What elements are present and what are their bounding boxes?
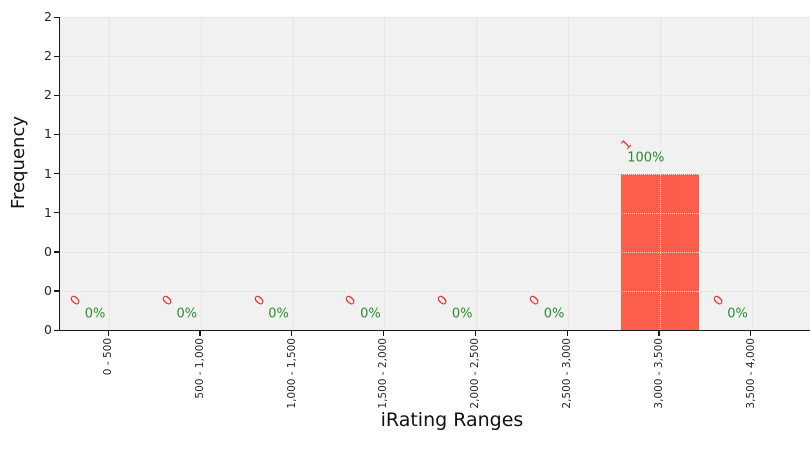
x-tick-label: 2,500 - 3,000 <box>561 338 573 409</box>
y-tick-label: 1 <box>44 165 52 181</box>
bar-percent-label: 0% <box>360 306 381 322</box>
bar-percent-label: 0% <box>543 306 565 322</box>
y-tick-label: 1 <box>44 204 52 220</box>
x-tick <box>658 331 660 336</box>
annotations-layer: 0 0% 0 0% 0 0% 0 0% 0 0% 0 0% 1 100% 0 0% <box>60 17 810 330</box>
y-tick-label: 0 <box>44 322 52 337</box>
bar-value-label: 0 <box>526 292 544 310</box>
y-tick <box>54 212 59 214</box>
h-gridline <box>60 17 810 18</box>
bar-percent-label: 0% <box>176 306 198 322</box>
y-tick <box>54 251 59 253</box>
v-gridline <box>292 17 294 330</box>
x-tick <box>566 331 568 336</box>
x-tick <box>750 331 752 336</box>
v-gridline <box>109 17 110 330</box>
bar-value-label: 0 <box>710 292 727 310</box>
bar-value-label: 0 <box>343 292 360 310</box>
v-gridline <box>384 17 386 330</box>
y-tick <box>54 290 59 292</box>
h-gridline <box>60 173 810 175</box>
y-tick <box>54 133 59 136</box>
y-tick-label: 1 <box>44 126 52 142</box>
h-gridline <box>60 290 810 292</box>
v-gridline <box>751 17 753 330</box>
x-tick <box>199 331 201 336</box>
x-tick-label: 1,000 - 1,500 <box>285 338 298 409</box>
bar-value-label: 0 <box>159 292 177 310</box>
y-tick <box>54 55 59 57</box>
h-gridline <box>60 95 810 97</box>
plot-area: 0 0% 0 0% 0 0% 0 0% 0 0% 0 0% 1 100% 0 0% <box>59 17 810 331</box>
x-tick-label: 3,000 - 3,500 <box>652 338 665 409</box>
bar-percent-label: 0% <box>268 306 289 322</box>
x-tick <box>107 331 109 336</box>
x-tick <box>291 331 293 336</box>
y-tick-label: 0 <box>44 243 52 259</box>
h-gridline <box>60 56 810 58</box>
x-tick-label: 500 - 1,000 <box>193 338 206 399</box>
x-axis-title: iRating Ranges <box>380 409 524 431</box>
v-gridline <box>659 17 661 330</box>
y-tick <box>54 173 59 175</box>
v-gridline <box>568 17 569 330</box>
v-gridline <box>200 17 202 330</box>
bar-value-label: 0 <box>251 292 268 310</box>
y-tick-label: 0 <box>44 282 52 298</box>
grid-layer <box>60 17 810 330</box>
x-tick-label: 2,000 - 2,500 <box>469 338 482 409</box>
y-tick <box>54 94 59 97</box>
x-tick <box>382 331 385 336</box>
x-tick <box>474 331 476 336</box>
y-tick <box>54 329 59 331</box>
bar-percent-label: 0% <box>451 306 473 322</box>
x-tick-label: 0 - 500 <box>102 338 114 376</box>
h-gridline <box>60 134 810 136</box>
x-tick-label: 3,500 - 4,000 <box>744 338 757 409</box>
v-gridline <box>476 17 478 330</box>
h-gridline <box>60 251 810 253</box>
y-tick-label: 2 <box>44 87 52 103</box>
bar-percent-label: 0% <box>84 306 106 322</box>
bar-value-label: 0 <box>434 292 452 310</box>
bar-percent-label: 100% <box>627 150 665 165</box>
bar-percent-label: 0% <box>727 306 748 322</box>
y-tick-label: 2 <box>44 48 52 64</box>
bar-value-label: 0 <box>67 292 85 310</box>
h-gridline <box>60 212 810 214</box>
y-tick-label: 2 <box>44 9 52 24</box>
y-tick <box>54 16 59 18</box>
x-tick-label: 1,500 - 2,000 <box>377 338 390 409</box>
